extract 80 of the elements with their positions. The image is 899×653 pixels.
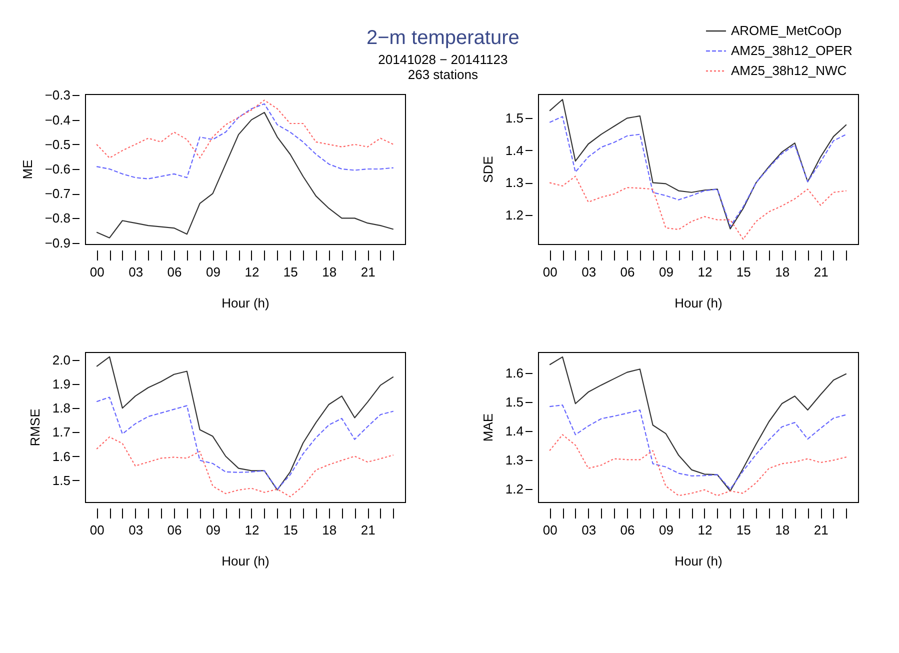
x-tick-label: 09 — [659, 522, 674, 538]
y-tick-label: 1.4 — [505, 424, 524, 439]
line-series — [549, 356, 847, 492]
x-tick-label: 12 — [244, 522, 260, 538]
x-tick-label: 03 — [582, 522, 596, 538]
line-series — [549, 176, 847, 240]
y-tick-label: −0.9 — [44, 235, 70, 250]
y-tick-label: −0.3 — [44, 88, 70, 103]
x-tick-label: 06 — [167, 264, 182, 280]
x-tick-label: 18 — [322, 522, 337, 538]
text: 263 stations — [408, 67, 478, 82]
y-tick-label: 1.3 — [505, 452, 524, 468]
legend-label: AROME_MetCoOp — [731, 23, 842, 38]
x-tick-label: 21 — [360, 264, 376, 280]
y-tick-label: −0.7 — [44, 186, 70, 202]
y-tick-label: −0.5 — [44, 136, 70, 152]
x-tick-label: 03 — [128, 264, 144, 280]
legend-label: AM25_38h12_OPER — [731, 43, 852, 58]
x-tick-label: 15 — [283, 264, 298, 280]
x-tick-label: 06 — [620, 264, 635, 280]
y-tick-label: 1.3 — [505, 175, 524, 190]
x-tick-label: 15 — [736, 522, 751, 538]
x-axis-title: Hour (h) — [222, 296, 270, 310]
line-series — [96, 356, 394, 491]
y-tick-label: 1.4 — [505, 142, 524, 158]
x-axis-title: Hour (h) — [222, 554, 270, 568]
x-tick-label: 18 — [322, 264, 337, 280]
text: 20141028 − 20141123 — [378, 52, 508, 67]
line-series — [96, 100, 394, 158]
x-tick-label: 09 — [206, 522, 220, 538]
x-tick-label: 21 — [814, 264, 828, 280]
x-axis-title: Hour (h) — [674, 296, 722, 310]
x-tick-label: 00 — [90, 264, 104, 280]
x-tick-label: 09 — [206, 264, 220, 280]
y-tick-label: 1.2 — [505, 207, 524, 222]
x-tick-label: 15 — [736, 264, 751, 280]
y-tick-label: 1.5 — [52, 472, 70, 488]
x-tick-label: 12 — [698, 522, 712, 538]
line-series — [96, 396, 394, 490]
x-tick-label: 21 — [360, 522, 376, 538]
x-tick-label: 00 — [542, 264, 558, 280]
y-axis-title: RMSE — [27, 408, 42, 446]
line-series — [549, 404, 847, 490]
x-tick-label: 18 — [775, 522, 790, 538]
y-tick-label: 1.8 — [52, 400, 70, 416]
y-tick-label: 1.5 — [505, 394, 524, 410]
x-tick-label: 00 — [542, 522, 558, 538]
chart-title: 2−m temperature — [366, 27, 520, 49]
x-tick-label: 12 — [698, 264, 712, 280]
x-tick-label: 21 — [814, 522, 828, 538]
y-axis-title: MAE — [480, 413, 496, 442]
x-tick-label: 03 — [128, 522, 144, 538]
y-tick-label: 1.7 — [52, 424, 70, 440]
y-tick-label: 1.5 — [505, 110, 524, 126]
y-tick-label: −0.6 — [44, 162, 70, 176]
line-series — [96, 436, 394, 498]
x-tick-label: 03 — [582, 264, 596, 280]
x-tick-label: 15 — [283, 522, 298, 538]
x-tick-label: 12 — [244, 264, 260, 280]
legend-label: AM25_38h12_NWC — [731, 63, 847, 78]
x-tick-label: 18 — [775, 264, 790, 280]
x-tick-label: 00 — [90, 522, 104, 538]
line-series — [549, 434, 847, 496]
y-axis-title: ME — [20, 159, 35, 180]
line-series — [96, 112, 394, 238]
y-axis-title: SDE — [480, 156, 496, 183]
y-tick-label: 1.6 — [505, 366, 524, 381]
y-tick-label: 1.6 — [52, 448, 70, 464]
line-series — [549, 98, 847, 230]
y-tick-label: −0.8 — [44, 210, 70, 226]
y-tick-label: 1.9 — [52, 376, 70, 392]
x-tick-label: 06 — [620, 522, 635, 538]
x-axis-title: Hour (h) — [674, 554, 722, 568]
x-tick-label: 06 — [167, 522, 182, 538]
x-tick-label: 09 — [659, 264, 674, 280]
line-series — [96, 103, 394, 180]
y-tick-label: −0.4 — [44, 112, 70, 128]
y-tick-label: 1.2 — [505, 482, 524, 497]
y-tick-label: 2.0 — [52, 352, 70, 368]
line-series — [549, 116, 847, 227]
